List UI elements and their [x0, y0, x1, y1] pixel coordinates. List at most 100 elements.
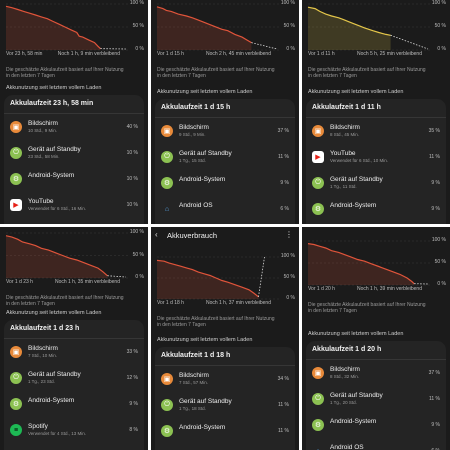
remaining-time-label: Noch 1 h, 35 min verbleibend: [54, 279, 120, 285]
chart-line: [5, 235, 108, 277]
chart-projection: [258, 256, 265, 297]
estimate-description: Die geschätzte Akkulaufzeit basiert auf …: [6, 67, 124, 79]
battery-runtime-title: Akkulaufzeit 23 h, 58 min: [10, 100, 94, 107]
app-usage-percent: 9 %: [280, 180, 289, 186]
app-name: Android-System: [179, 176, 226, 183]
chart-tick-label: 50 %: [283, 23, 295, 29]
estimate-description: Die geschätzte Akkulaufzeit basiert auf …: [157, 67, 275, 79]
chart-tick-label: 100 %: [431, 0, 446, 6]
standby-icon: ⏻: [10, 147, 22, 159]
app-usage-row[interactable]: ⏻ Gerät auf Standby 1 Tg., 11 Std. 9 %: [306, 175, 446, 197]
battery-panel: 100 % 50 % 0 % Vor 23 h, 58 min Noch 1 h, 9 …: [0, 0, 148, 224]
app-usage-row[interactable]: ⚙ Android-System 10 %: [4, 171, 144, 193]
app-usage-row[interactable]: ▶ YouTube Verwendet für 6 Std., 10 Min. 11 …: [306, 149, 446, 171]
card-divider: [4, 338, 144, 339]
app-usage-percent: 10 %: [126, 176, 138, 182]
battery-level-chart: [5, 232, 128, 279]
display-icon: ▣: [161, 125, 173, 137]
app-usage-row[interactable]: ▣ Bildschirm 7 Std., 10 Min. 33 %: [4, 344, 144, 366]
app-name: Bildschirm: [28, 120, 58, 127]
app-usage-percent: 9 %: [431, 422, 440, 428]
chart-projection: [251, 42, 278, 50]
app-name: Android-System: [28, 172, 75, 179]
chart-tick-label: 100 %: [129, 0, 144, 6]
app-usage-percent: 6 %: [431, 448, 440, 450]
app-usage-row[interactable]: ▣ Bildschirm 10 Std., 9 Min. 40 %: [4, 119, 144, 141]
app-name: Gerät auf Standby: [330, 392, 383, 399]
android-system-icon: ⚙: [10, 173, 22, 185]
remaining-time-label: Noch 1 h, 9 min verbleibend: [57, 51, 120, 57]
app-usage-row[interactable]: ⚙ Android-System 9 %: [306, 417, 446, 439]
chart-tick-label: 0 %: [437, 46, 446, 52]
app-name: Gerät auf Standby: [179, 398, 232, 405]
usage-card: Akkulaufzeit 1 d 20 h ▣ Bildschirm 8 Std., …: [306, 341, 446, 450]
android-os-icon: ⌂: [312, 445, 324, 450]
chart-line: [307, 6, 391, 36]
app-usage-row[interactable]: ▶ YouTube Verwendet für 6 Std., 16 Min. 10 …: [4, 197, 144, 219]
usage-card: Akkulaufzeit 1 d 15 h ▣ Bildschirm 9 Std., …: [155, 99, 295, 224]
app-usage-row[interactable]: ⚙ Android-System 9 %: [306, 201, 446, 223]
card-divider: [4, 113, 144, 114]
chart-projection: [390, 34, 429, 50]
chart-tick-label: 50 %: [132, 251, 144, 258]
estimate-description: Die geschätzte Akkulaufzeit basiert auf …: [157, 316, 275, 328]
battery-panel: 100 % 50 % 0 % Vor 1 d 15 h Noch 2 h, 45 min…: [151, 0, 299, 224]
app-usage-percent: 9 %: [431, 206, 440, 212]
app-usage-row[interactable]: ⏻ Gerät auf Standby 23 Std., 58 Min. 10 %: [4, 145, 144, 167]
chart-tick-label: 50 %: [434, 259, 446, 265]
chart-start-label: Vor 1 d 23 h: [6, 279, 33, 285]
estimate-description: Die geschätzte Akkulaufzeit basiert auf …: [6, 295, 124, 307]
app-usage-row[interactable]: ▣ Bildschirm 8 Std., 45 Min. 35 %: [306, 123, 446, 145]
chart-tick-label: 0 %: [135, 274, 144, 280]
app-usage-row[interactable]: ⏻ Gerät auf Standby 1 Tg., 18 Std. 11 %: [155, 397, 295, 419]
battery-panel: 100 % 50 % 0 % Vor 1 d 20 h Noch 1 h, 39 min…: [302, 227, 450, 450]
app-usage-percent: 10 %: [126, 150, 138, 156]
chart-start-label: Vor 1 d 11 h: [308, 51, 335, 57]
app-name: Bildschirm: [179, 124, 209, 131]
app-usage-row[interactable]: ▣ Bildschirm 7 Std., 57 Min. 34 %: [155, 371, 295, 393]
app-name: Bildschirm: [330, 124, 360, 131]
app-name: Gerät auf Standby: [28, 146, 81, 153]
usage-card: Akkulaufzeit 1 d 11 h ▣ Bildschirm 8 Std., …: [306, 99, 446, 224]
app-usage-row[interactable]: ⌂ Android OS 6 %: [306, 443, 446, 450]
app-usage-row[interactable]: ⚙ Android-System 9 %: [155, 175, 295, 197]
app-usage-row[interactable]: ⚙ Android-System 11 %: [155, 423, 295, 445]
app-usage-row[interactable]: ▣ Bildschirm 8 Std., 32 Min. 37 %: [306, 365, 446, 387]
app-usage-percent: 33 %: [126, 349, 138, 355]
standby-icon: ⏻: [312, 177, 324, 189]
remaining-time-label: Noch 2 h, 45 min verbleibend: [205, 51, 271, 57]
app-usage-time: 8 Std., 45 Min.: [330, 132, 360, 137]
app-usage-time: 1 Tg., 15 Std.: [179, 158, 206, 163]
estimate-description: Die geschätzte Akkulaufzeit basiert auf …: [308, 302, 426, 314]
app-usage-row[interactable]: ⚙ Android-System 9 %: [4, 396, 144, 418]
app-usage-row[interactable]: ⏻ Gerät auf Standby 1 Tg., 23 Std. 12 %: [4, 370, 144, 392]
back-arrow-icon[interactable]: ‹: [155, 230, 158, 239]
battery-level-chart: [307, 3, 430, 51]
app-name: Bildschirm: [330, 366, 360, 373]
app-usage-time: 23 Std., 58 Min.: [28, 154, 60, 159]
chart-tick-label: 100 %: [280, 0, 295, 6]
app-name: YouTube: [28, 198, 54, 205]
battery-runtime-title: Akkulaufzeit 1 d 20 h: [312, 346, 382, 353]
app-name: Android-System: [179, 424, 226, 431]
app-usage-row[interactable]: ⏻ Gerät auf Standby 1 Tg., 15 Std. 11 %: [155, 149, 295, 171]
battery-runtime-title: Akkulaufzeit 1 d 18 h: [161, 352, 231, 359]
battery-level-chart: [156, 256, 279, 300]
more-options-icon[interactable]: ⋮: [285, 230, 293, 239]
chart-line: [156, 259, 259, 298]
app-usage-time: 9 Std., 9 Min.: [179, 132, 206, 137]
chart-tick-label: 0 %: [286, 295, 295, 301]
battery-level-chart: [156, 3, 279, 51]
app-usage-row[interactable]: ▣ Bildschirm 9 Std., 9 Min. 37 %: [155, 123, 295, 145]
app-usage-row[interactable]: ≡ Spotify Verwendet für 4 Std., 13 Min. 8 %: [4, 422, 144, 444]
app-usage-time: 1 Tg., 11 Std.: [330, 184, 357, 189]
header-title: Akkuverbrauch: [167, 231, 218, 240]
app-name: Bildschirm: [179, 372, 209, 379]
usage-card: Akkulaufzeit 23 h, 58 min ▣ Bildschirm 10 S…: [4, 95, 144, 224]
chart-line: [307, 243, 415, 285]
app-usage-row[interactable]: ⏻ Gerät auf Standby 1 Tg., 20 Std. 11 %: [306, 391, 446, 413]
app-name: Gerät auf Standby: [179, 150, 232, 157]
app-usage-row[interactable]: ⌂ Android OS 6 %: [155, 201, 295, 223]
chart-projection: [107, 275, 127, 278]
android-system-icon: ⚙: [312, 203, 324, 215]
